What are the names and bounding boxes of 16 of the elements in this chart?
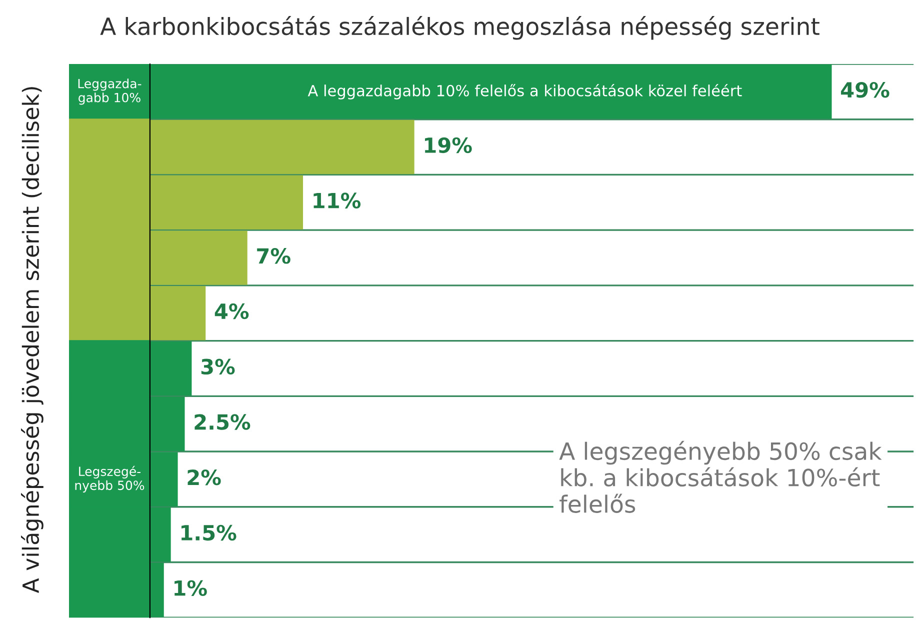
text: Leggazda- gabb 10% <box>78 78 142 105</box>
data-label: 1% <box>174 580 207 596</box>
data-label: 7% <box>257 248 290 264</box>
text: Legszegé- nyebb 50% <box>75 466 144 492</box>
data-label: 4% <box>214 303 249 320</box>
y-axis-title: A világnépesség jövedelem szerint (decilisek) <box>21 87 44 594</box>
data-label: 1.5% <box>182 524 236 541</box>
chart-title: A karbonkibocsátás százalékos megoszlása népesség szerint <box>100 16 820 40</box>
annotation: A legszegényebb 50% csak kb. a kibocsátások 10%-ért felelős <box>559 440 882 513</box>
annotation: A leggazdagabb 10% felelős a kibocsátások közel feléért <box>308 84 742 100</box>
data-label: 49% <box>841 82 890 98</box>
data-label: 2% <box>188 469 221 486</box>
data-label: 19% <box>425 137 472 154</box>
data-label: 11% <box>314 192 361 208</box>
data-label: 3% <box>201 358 235 375</box>
data-label: 2.5% <box>194 414 250 430</box>
